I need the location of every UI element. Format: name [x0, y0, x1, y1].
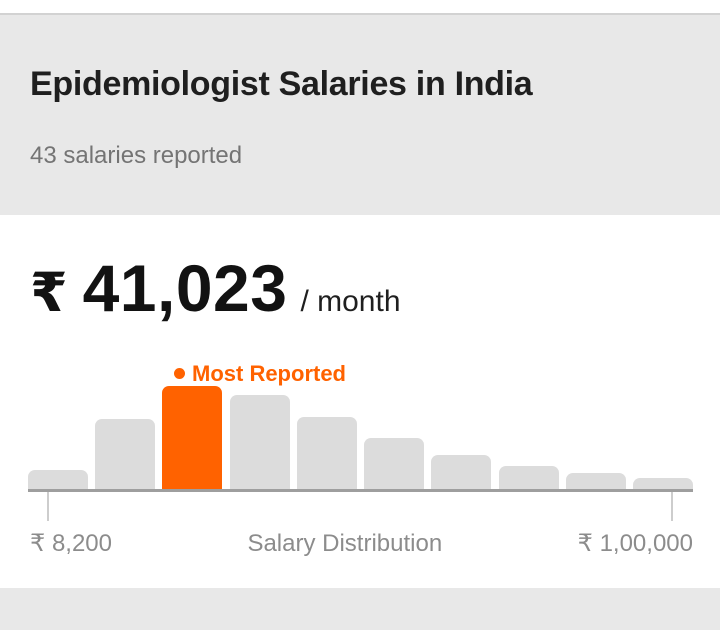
histogram-bar — [431, 455, 492, 489]
axis-label-max: ₹ 1,00,000 — [577, 530, 693, 557]
salaries-reported-count: 43 salaries reported — [30, 142, 243, 169]
axis-label-title: Salary Distribution — [247, 530, 443, 557]
histogram-bar-highlighted — [162, 386, 223, 489]
salary-card: ₹ 41,023 / month Most Reported ₹ 8,200 S… — [0, 215, 720, 588]
salary-distribution-chart: Most Reported ₹ 8,200 Salary Distributio… — [28, 215, 693, 588]
page-title: Epidemiologist Salaries in India — [30, 65, 533, 103]
most-reported-dot-icon — [174, 368, 185, 379]
histogram-bars — [28, 386, 693, 489]
axis-tick-right — [671, 492, 673, 521]
top-white-strip — [0, 0, 720, 13]
histogram-bar — [632, 478, 693, 489]
header-section: Epidemiologist Salaries in India 43 sala… — [0, 15, 720, 215]
most-reported-label: Most Reported — [174, 361, 346, 386]
average-salary: ₹ 41,023 / month — [30, 255, 401, 324]
rupee-symbol: ₹ — [30, 263, 68, 323]
histogram-bar — [296, 417, 357, 489]
top-divider-line — [0, 13, 720, 15]
histogram-bar — [229, 395, 290, 489]
histogram-bar — [95, 419, 156, 489]
histogram-bar — [565, 473, 626, 489]
histogram-bar — [498, 466, 559, 489]
salary-amount: 41,023 — [82, 251, 288, 325]
bottom-gray-strip — [0, 588, 720, 630]
axis-tick-left — [47, 492, 49, 521]
axis-label-min: ₹ 8,200 — [30, 530, 112, 557]
histogram-bar — [364, 438, 425, 489]
most-reported-text: Most Reported — [192, 361, 346, 386]
x-axis-labels: ₹ 8,200 Salary Distribution ₹ 1,00,000 — [30, 529, 693, 558]
salary-period: / month — [300, 285, 401, 318]
x-axis-line — [28, 489, 693, 492]
histogram-bar — [28, 470, 88, 489]
